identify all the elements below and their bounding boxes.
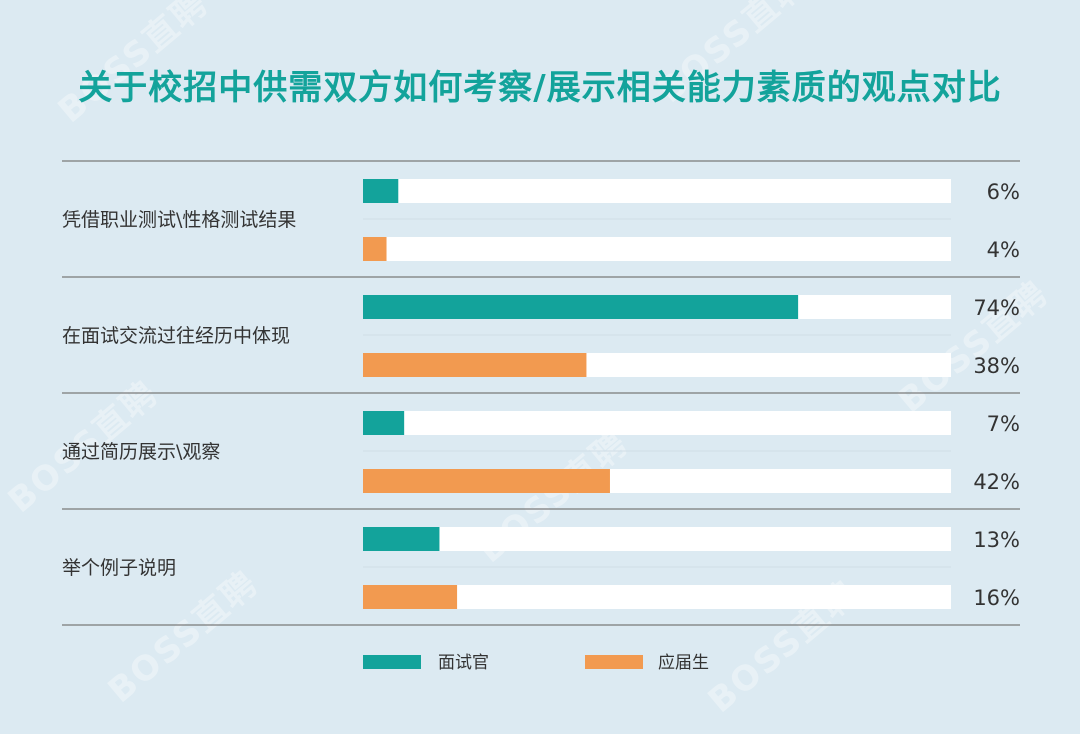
bar-track (363, 237, 951, 261)
legend-swatch (585, 655, 643, 669)
bar-track (363, 527, 951, 551)
category-label: 通过简历展示\观察 (62, 441, 220, 463)
chart-title: 关于校招中供需双方如何考察/展示相关能力素质的观点对比 (78, 68, 1002, 108)
category-label: 举个例子说明 (62, 557, 176, 579)
legend-label: 面试官 (438, 653, 489, 673)
bar-interviewer (363, 527, 440, 551)
category-label: 凭借职业测试\性格测试结果 (62, 209, 296, 231)
bar-interviewer (363, 411, 405, 435)
value-label: 6% (987, 180, 1020, 204)
value-label: 4% (987, 238, 1020, 262)
bar-interviewer (363, 295, 799, 319)
value-label: 38% (973, 354, 1020, 378)
bar-graduate (363, 469, 610, 493)
bar-track (363, 179, 951, 203)
bar-graduate (363, 585, 458, 609)
value-label: 7% (987, 412, 1020, 436)
legend-swatch (363, 655, 421, 669)
bar-track (363, 585, 951, 609)
category-label: 在面试交流过往经历中体现 (62, 325, 290, 347)
value-label: 13% (973, 528, 1020, 552)
legend-label: 应届生 (658, 653, 709, 673)
bar-graduate (363, 353, 587, 377)
bar-track (363, 411, 951, 435)
value-label: 16% (973, 586, 1020, 610)
bar-interviewer (363, 179, 399, 203)
value-label: 42% (973, 470, 1020, 494)
bar-graduate (363, 237, 387, 261)
value-label: 74% (973, 296, 1020, 320)
